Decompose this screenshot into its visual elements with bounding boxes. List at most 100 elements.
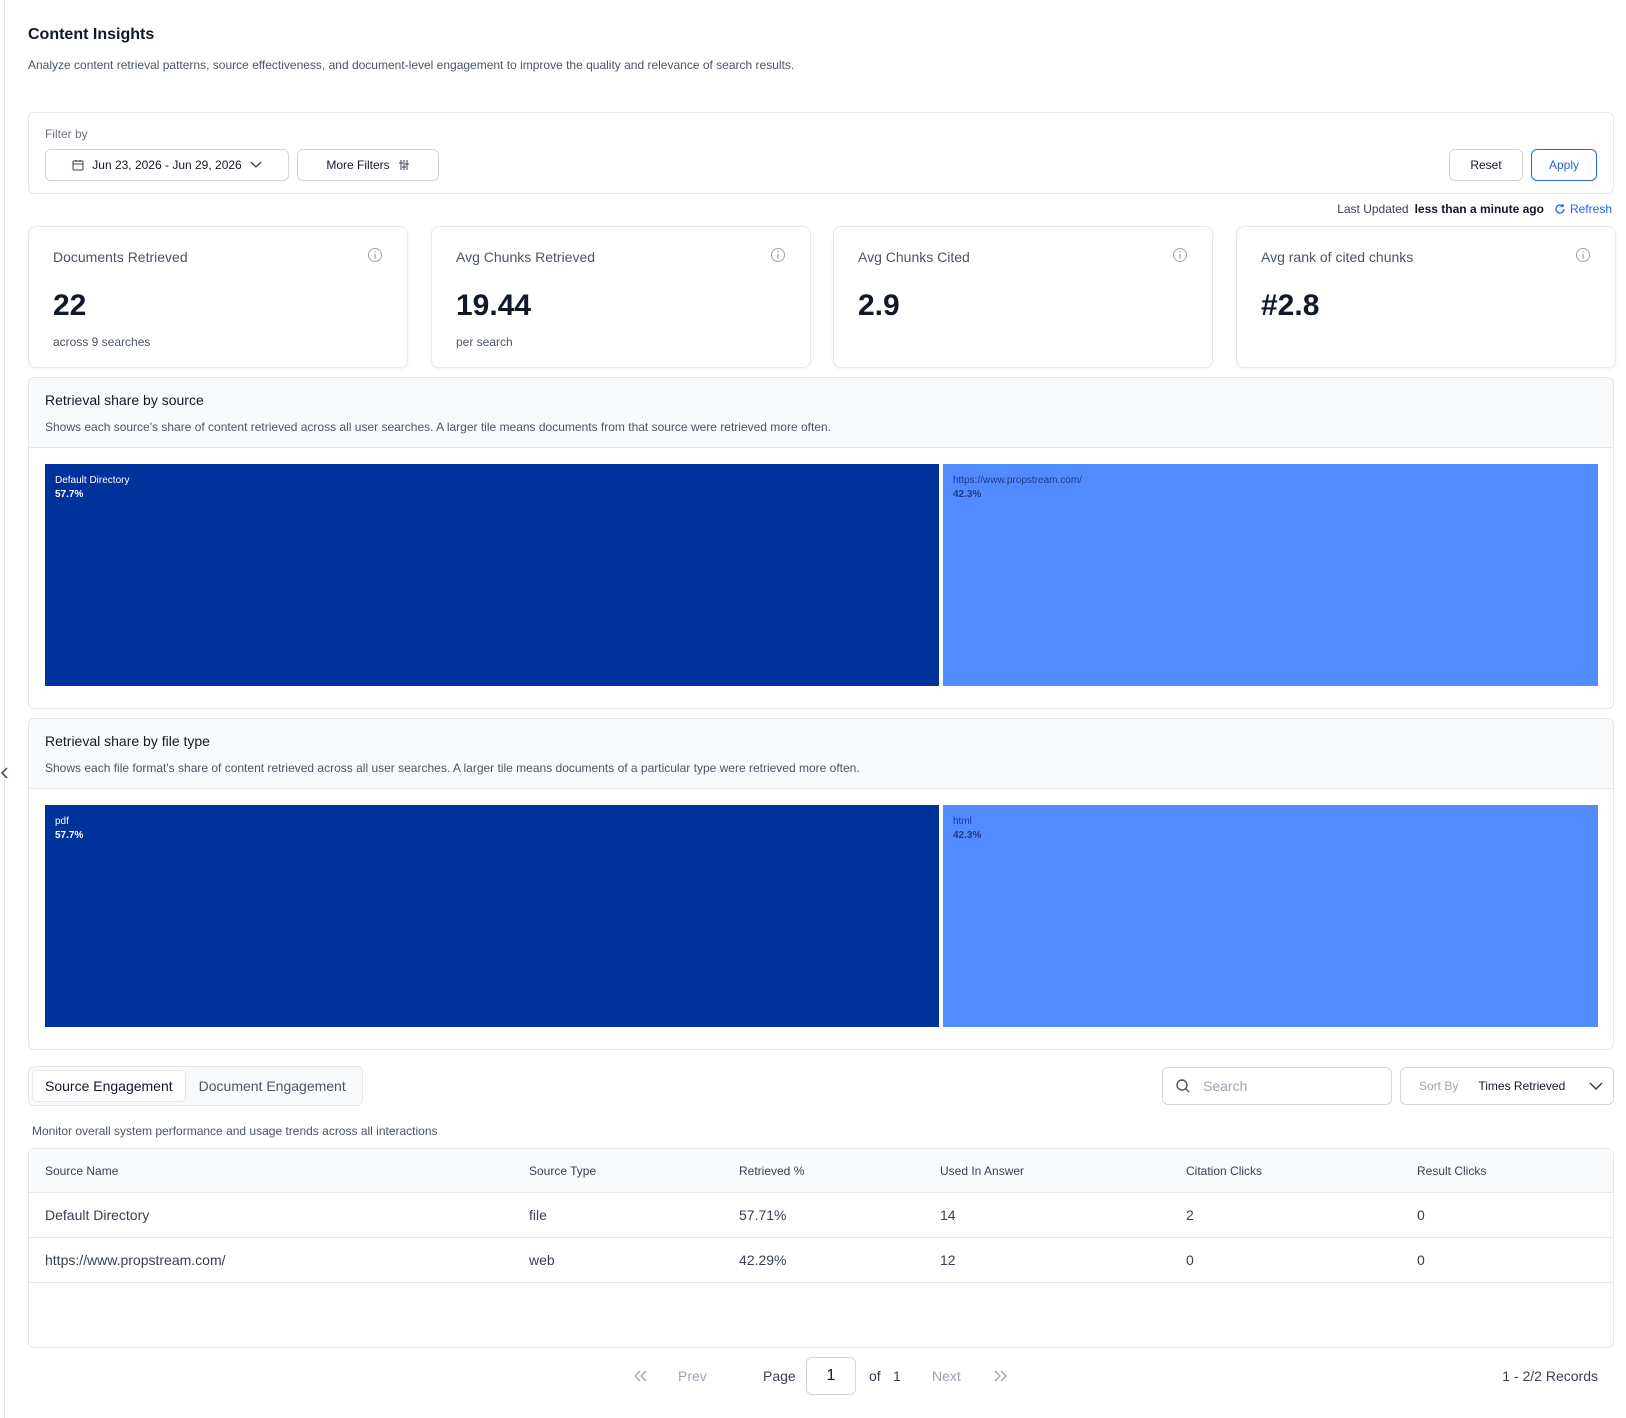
first-page-icon[interactable]: [634, 1356, 648, 1396]
page-input[interactable]: [806, 1357, 856, 1395]
last-updated: Last Updated less than a minute ago Refr…: [1337, 202, 1612, 216]
kpi-card-avg-chunks-retrieved: Avg Chunks Retrieved 19.44 per search: [431, 226, 811, 368]
filter-panel: Filter by Jun 23, 2026 - Jun 29, 2026 Mo…: [28, 112, 1614, 194]
cell-result-clicks: 0: [1417, 1252, 1425, 1268]
kpi-subtext: across 9 searches: [53, 335, 151, 349]
chart-title: Retrieval share by source: [45, 392, 204, 408]
table-description: Monitor overall system performance and u…: [32, 1124, 438, 1138]
refresh-label: Refresh: [1569, 202, 1612, 216]
cell-source-type: web: [529, 1252, 555, 1268]
total-pages: 1: [893, 1368, 901, 1384]
kpi-title: Avg Chunks Cited: [858, 249, 970, 265]
table-header: Source Name Source Type Retrieved % Used…: [29, 1149, 1613, 1193]
engagement-tabs: Source Engagement Document Engagement: [28, 1066, 363, 1106]
cell-retrieved-pct: 42.29%: [739, 1252, 787, 1268]
last-updated-label: Last Updated: [1337, 202, 1409, 216]
info-icon[interactable]: [770, 247, 786, 268]
kpi-card-avg-rank-cited-chunks: Avg rank of cited chunks #2.8: [1236, 226, 1616, 368]
tile-percent: 57.7%: [55, 830, 84, 841]
kpi-value: 2.9: [858, 289, 900, 322]
column-header[interactable]: Result Clicks: [1417, 1163, 1487, 1178]
chart-panel-source: Retrieval share by source Shows each sou…: [28, 377, 1614, 709]
treemap-tile[interactable]: Default Directory 57.7%: [45, 464, 939, 686]
info-icon[interactable]: [367, 247, 383, 268]
tile-percent: 42.3%: [953, 489, 982, 500]
chevron-down-icon: [1589, 1081, 1603, 1091]
next-button[interactable]: Next: [932, 1368, 961, 1384]
tile-percent: 57.7%: [55, 489, 84, 500]
cell-source-type: file: [529, 1207, 547, 1223]
chart-panel-file-type: Retrieval share by file type Shows each …: [28, 718, 1614, 1050]
page-input-wrap: [806, 1356, 856, 1396]
cell-retrieved-pct: 57.71%: [739, 1207, 787, 1223]
refresh-button[interactable]: Refresh: [1554, 202, 1612, 216]
kpi-value: 22: [53, 289, 87, 322]
info-icon[interactable]: [1575, 247, 1591, 268]
kpi-value: #2.8: [1261, 289, 1320, 322]
tab-source-engagement[interactable]: Source Engagement: [33, 1071, 185, 1101]
page-label: Page: [763, 1368, 796, 1384]
table-row[interactable]: https://www.propstream.com/ web 42.29% 1…: [29, 1238, 1613, 1283]
search-box: [1162, 1067, 1392, 1105]
kpi-title: Avg rank of cited chunks: [1261, 249, 1414, 265]
cell-source-name: https://www.propstream.com/: [45, 1252, 226, 1268]
records-count: 1 - 2/2 Records: [1502, 1368, 1598, 1384]
prev-button[interactable]: Prev: [678, 1368, 707, 1384]
tile-label: html: [953, 816, 972, 827]
tab-document-engagement[interactable]: Document Engagement: [198, 1078, 346, 1094]
column-header[interactable]: Source Name: [45, 1163, 119, 1178]
last-page-icon[interactable]: [993, 1356, 1007, 1396]
page-description: Analyze content retrieval patterns, sour…: [28, 58, 795, 72]
page-title: Content Insights: [28, 26, 155, 43]
column-header[interactable]: Citation Clicks: [1186, 1163, 1263, 1178]
kpi-subtext: per search: [456, 335, 513, 349]
treemap-tile[interactable]: https://www.propstream.com/42.3%: [943, 464, 1598, 686]
more-filters-button[interactable]: More Filters: [297, 149, 439, 181]
collapse-sidebar-icon[interactable]: [0, 760, 14, 786]
cell-used-in-answer: 14: [940, 1207, 956, 1223]
kpi-card-avg-chunks-cited: Avg Chunks Cited 2.9: [833, 226, 1213, 368]
cell-source-name: Default Directory: [45, 1207, 150, 1223]
kpi-card-documents-retrieved: Documents Retrieved 22 across 9 searches: [28, 226, 408, 368]
date-range-picker[interactable]: Jun 23, 2026 - Jun 29, 2026: [45, 149, 289, 181]
of-label: of: [869, 1368, 881, 1384]
info-icon[interactable]: [1172, 247, 1188, 268]
treemap-source: Default Directory 57.7% https://www.propst…: [45, 464, 1598, 686]
tile-percent: 42.3%: [953, 830, 982, 841]
reset-button[interactable]: Reset: [1449, 149, 1523, 181]
sort-by-select[interactable]: Sort By Times Retrieved: [1400, 1067, 1614, 1105]
tile-label: Default Directory: [55, 475, 130, 486]
search-icon: [1175, 1078, 1191, 1094]
chevron-down-icon: [250, 161, 262, 169]
date-range-value: Jun 23, 2026 - Jun 29, 2026: [92, 158, 242, 172]
sidebar-edge: [4, 0, 5, 1418]
apply-button[interactable]: Apply: [1531, 149, 1597, 181]
kpi-title: Documents Retrieved: [53, 249, 188, 265]
column-header[interactable]: Used In Answer: [940, 1163, 1025, 1178]
sort-by-label: Sort By: [1419, 1079, 1459, 1093]
treemap-tile[interactable]: html 42.3%: [943, 805, 1598, 1027]
chart-description: Shows each source's share of content ret…: [45, 420, 831, 434]
cell-result-clicks: 0: [1417, 1207, 1425, 1223]
search-input[interactable]: [1203, 1078, 1363, 1094]
chart-title: Retrieval share by file type: [45, 733, 210, 749]
column-header[interactable]: Source Type: [529, 1163, 597, 1178]
refresh-icon: [1554, 203, 1566, 215]
filter-label: Filter by: [45, 127, 88, 141]
table-row[interactable]: Default Directory file 57.71% 14 2 0: [29, 1193, 1613, 1238]
cell-used-in-answer: 12: [940, 1252, 956, 1268]
cell-citation-clicks: 0: [1186, 1252, 1194, 1268]
source-engagement-table: Source Name Source Type Retrieved % Used…: [28, 1148, 1614, 1348]
chart-description: Shows each file format's share of conten…: [45, 761, 860, 775]
more-filters-label: More Filters: [326, 158, 390, 172]
column-header[interactable]: Retrieved %: [739, 1163, 805, 1178]
sliders-icon: [398, 159, 410, 171]
chart-header: Retrieval share by source Shows each sou…: [29, 378, 1613, 448]
kpi-value: 19.44: [456, 289, 532, 322]
treemap-file-type: pdf 57.7% html 42.3%: [45, 805, 1598, 1027]
cell-citation-clicks: 2: [1186, 1207, 1194, 1223]
last-updated-value: less than a minute ago: [1414, 202, 1544, 216]
treemap-tile[interactable]: pdf 57.7%: [45, 805, 939, 1027]
sort-by-value: Times Retrieved: [1478, 1079, 1566, 1093]
kpi-title: Avg Chunks Retrieved: [456, 249, 596, 265]
